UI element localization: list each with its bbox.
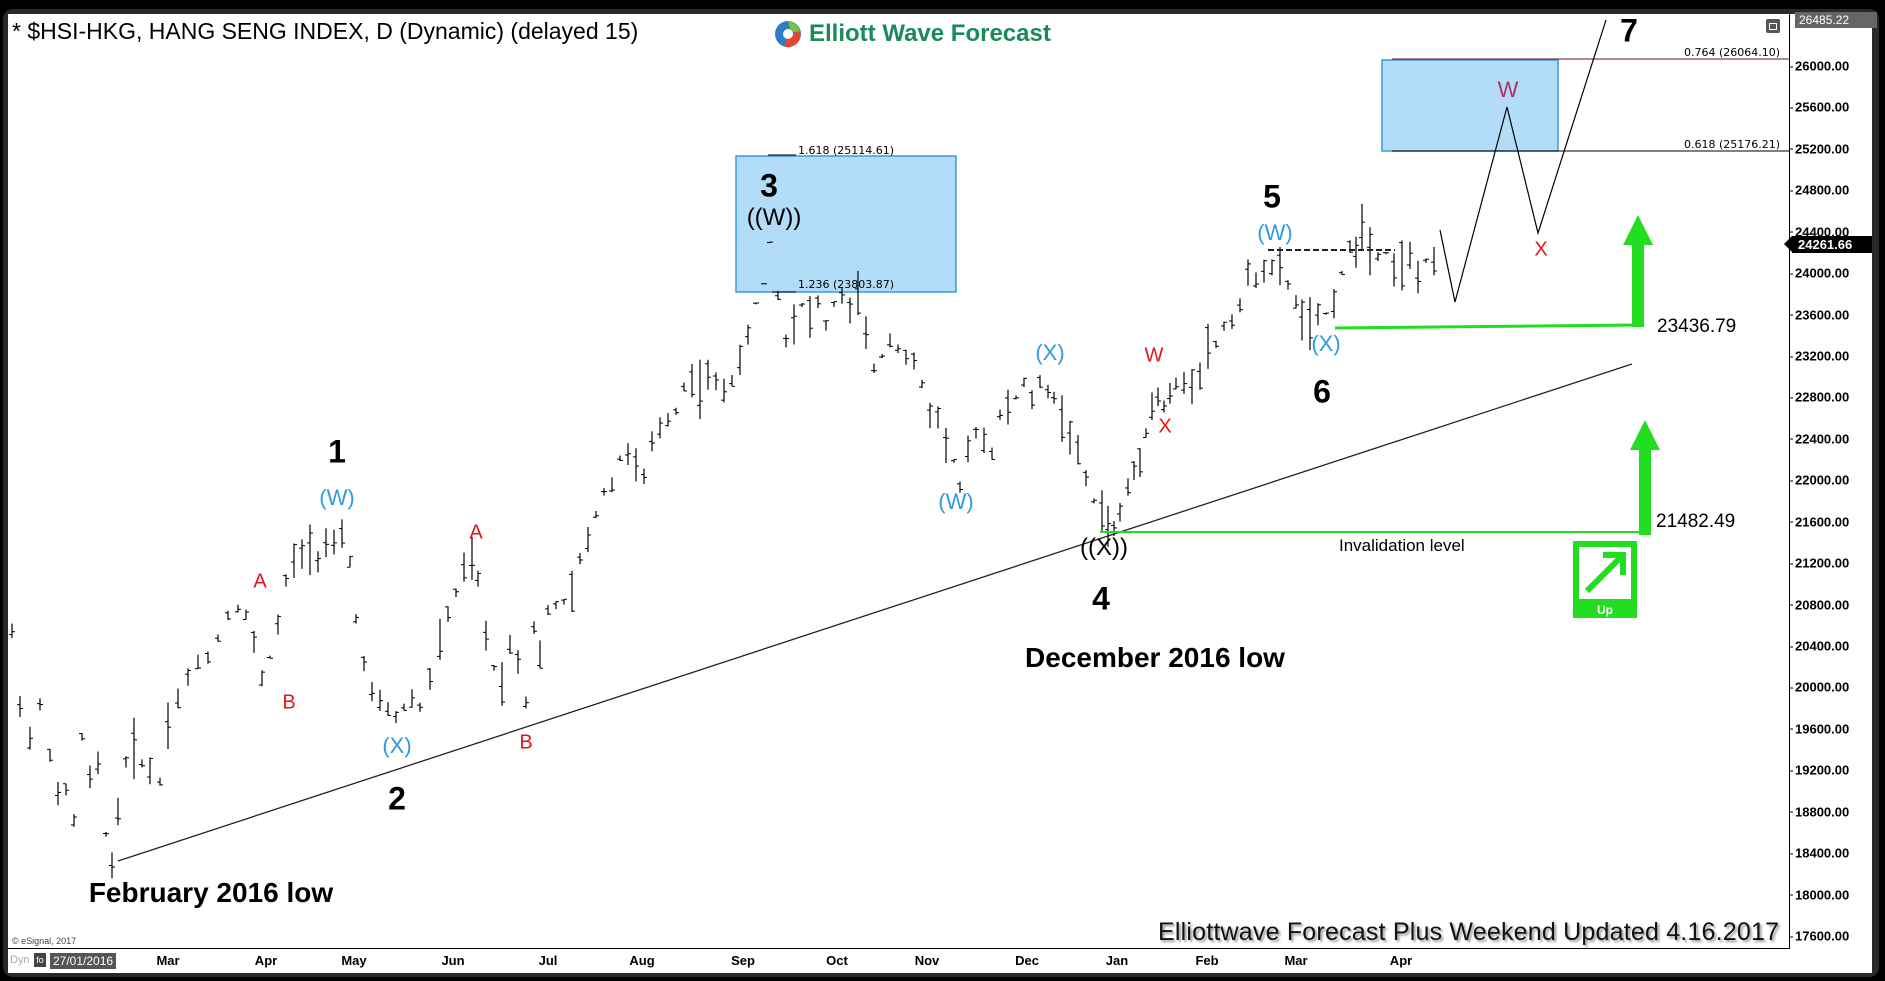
elliott-wave-forecast-logo: Elliott Wave Forecast: [773, 19, 1051, 49]
fib-label-1236: 1.236 (23803.87): [798, 278, 895, 291]
price-tick-label: 20000.00: [1788, 679, 1850, 695]
february-2016-low-label: February 2016 low: [88, 877, 334, 908]
price-tick-label: 20800.00: [1788, 597, 1850, 613]
wave-3-label: 3: [760, 167, 778, 204]
wave-2-X-label: (X): [382, 733, 412, 758]
trend-up-text: Up: [1597, 603, 1613, 617]
top-price-marker: 26485.22: [1795, 12, 1877, 28]
wave-1-label: 1: [328, 433, 346, 470]
up-arrow-lower-icon-head: [1630, 420, 1660, 450]
target-box-wave-3: [735, 155, 957, 293]
time-tick-label: Apr: [254, 953, 278, 968]
logo-text: Elliott Wave Forecast: [809, 20, 1051, 47]
time-tick-label: Sep: [731, 953, 755, 968]
wave-4-label: 4: [1092, 580, 1110, 617]
esignal-copyright: © eSignal, 2017: [12, 936, 77, 946]
wave-6-label: 6: [1313, 373, 1331, 410]
invalidation-level-label: Invalidation level: [1339, 536, 1465, 555]
price-axis-line: [1789, 14, 1790, 949]
wave-a2-label: A: [469, 521, 483, 544]
price-tick-label: 23600.00: [1788, 307, 1850, 323]
price-bars-svg: [9, 19, 1789, 879]
fo-toggle-button[interactable]: fo: [34, 953, 46, 967]
up-arrow-upper-icon-shaft: [1632, 243, 1644, 327]
time-tick-label: Jun: [441, 953, 465, 968]
december-2016-low-label: December 2016 low: [1025, 642, 1285, 673]
current-price-marker: 24261.66: [1784, 236, 1872, 253]
price-tick-label: 22800.00: [1788, 389, 1850, 405]
time-tick-label: Nov: [914, 953, 940, 968]
price-tick-label: 25200.00: [1788, 141, 1850, 157]
projection-W-label: W: [1497, 77, 1519, 102]
level-line-23436: [1334, 323, 1640, 330]
up-arrow-lower-icon-shaft: [1639, 448, 1651, 535]
time-tick-label: Jan: [1105, 953, 1129, 968]
trend-up-arrow-icon: [1579, 547, 1631, 599]
wave-red-W-label: W: [1144, 344, 1164, 367]
price-tick-label: 26000.00: [1788, 58, 1850, 74]
price-tick-label: 22400.00: [1788, 431, 1850, 447]
time-tick-label: Dec: [1015, 953, 1039, 968]
wave-7-label: 7: [1620, 12, 1638, 49]
price-chart-plot-area[interactable]: [8, 14, 1790, 949]
wave-a1-label: A: [253, 570, 267, 593]
fib-label-0764: 0.764 (26064.10): [1684, 46, 1781, 59]
level-21482-label: 21482.49: [1656, 511, 1736, 532]
time-axis[interactable]: [8, 949, 1872, 973]
time-tick-label: Mar: [156, 953, 180, 968]
wave-6-X-label: (X): [1311, 331, 1341, 356]
wave-5-W-label: (W): [1257, 220, 1293, 245]
fib-label-1618: 1.618 (25114.61): [798, 144, 895, 157]
dynamic-mode-label[interactable]: Dyn: [10, 954, 30, 966]
wave-4-XX-label: ((X)): [1080, 534, 1128, 561]
target-box-wave-7: [1381, 59, 1559, 152]
time-tick-label: Oct: [826, 953, 848, 968]
wave-4-X-label: (X): [1035, 340, 1065, 365]
price-tick-label: 20400.00: [1788, 638, 1850, 654]
time-tick-label: May: [341, 953, 367, 968]
price-tick-label: 25600.00: [1788, 99, 1850, 115]
level-23436-label: 23436.79: [1657, 316, 1737, 337]
wave-5-label: 5: [1263, 178, 1281, 215]
update-banner: Elliottwave Forecast Plus Weekend Update…: [1158, 918, 1780, 946]
price-tick-label: 18400.00: [1788, 845, 1850, 861]
price-tick-label: 19200.00: [1788, 762, 1850, 778]
fib-label-0618: 0.618 (25176.21): [1684, 138, 1781, 151]
price-tick-label: 19600.00: [1788, 721, 1850, 737]
time-axis-line: [8, 948, 1790, 949]
price-tick-label: 18000.00: [1788, 887, 1850, 903]
chart-title: * $HSI-HKG, HANG SENG INDEX, D (Dynamic)…: [12, 18, 639, 44]
wave-b2-label: B: [519, 731, 533, 754]
price-tick-label: 17600.00: [1788, 928, 1850, 944]
wave-1-W-label: (W): [319, 485, 355, 510]
time-tick-label: Apr: [1389, 953, 1413, 968]
support-trendline: [117, 363, 1633, 862]
wave-b1-label: B: [282, 691, 296, 714]
start-date-label[interactable]: 27/01/2016: [50, 953, 117, 969]
price-axis[interactable]: [1790, 14, 1872, 949]
price-tick-label: 22000.00: [1788, 472, 1850, 488]
time-tick-label: Jul: [538, 953, 558, 968]
price-tick-label: 18800.00: [1788, 804, 1850, 820]
trend-up-badge: Up: [1573, 541, 1637, 618]
wave-4-W-label: (W): [938, 489, 974, 514]
price-tick-label: 23200.00: [1788, 348, 1850, 364]
time-tick-label: Mar: [1284, 953, 1308, 968]
price-tick-label: 21200.00: [1788, 555, 1850, 571]
wave-2-label: 2: [388, 780, 406, 817]
restore-window-icon[interactable]: [1766, 19, 1780, 33]
price-tick-label: 24800.00: [1788, 182, 1850, 198]
up-arrow-upper-icon-head: [1623, 215, 1653, 245]
time-tick-label: Aug: [629, 953, 655, 968]
logo-swirl-icon: [775, 21, 801, 48]
projection-X-label: X: [1534, 238, 1548, 261]
price-tick-label: 24400.00: [1788, 224, 1850, 240]
price-tick-label: 21600.00: [1788, 514, 1850, 530]
wave-red-X-label: X: [1158, 415, 1172, 438]
projection-path: [1439, 19, 1607, 303]
time-tick-label: Feb: [1195, 953, 1219, 968]
price-tick-label: 24000.00: [1788, 265, 1850, 281]
wave-3-WW-label: ((W)): [746, 204, 802, 231]
